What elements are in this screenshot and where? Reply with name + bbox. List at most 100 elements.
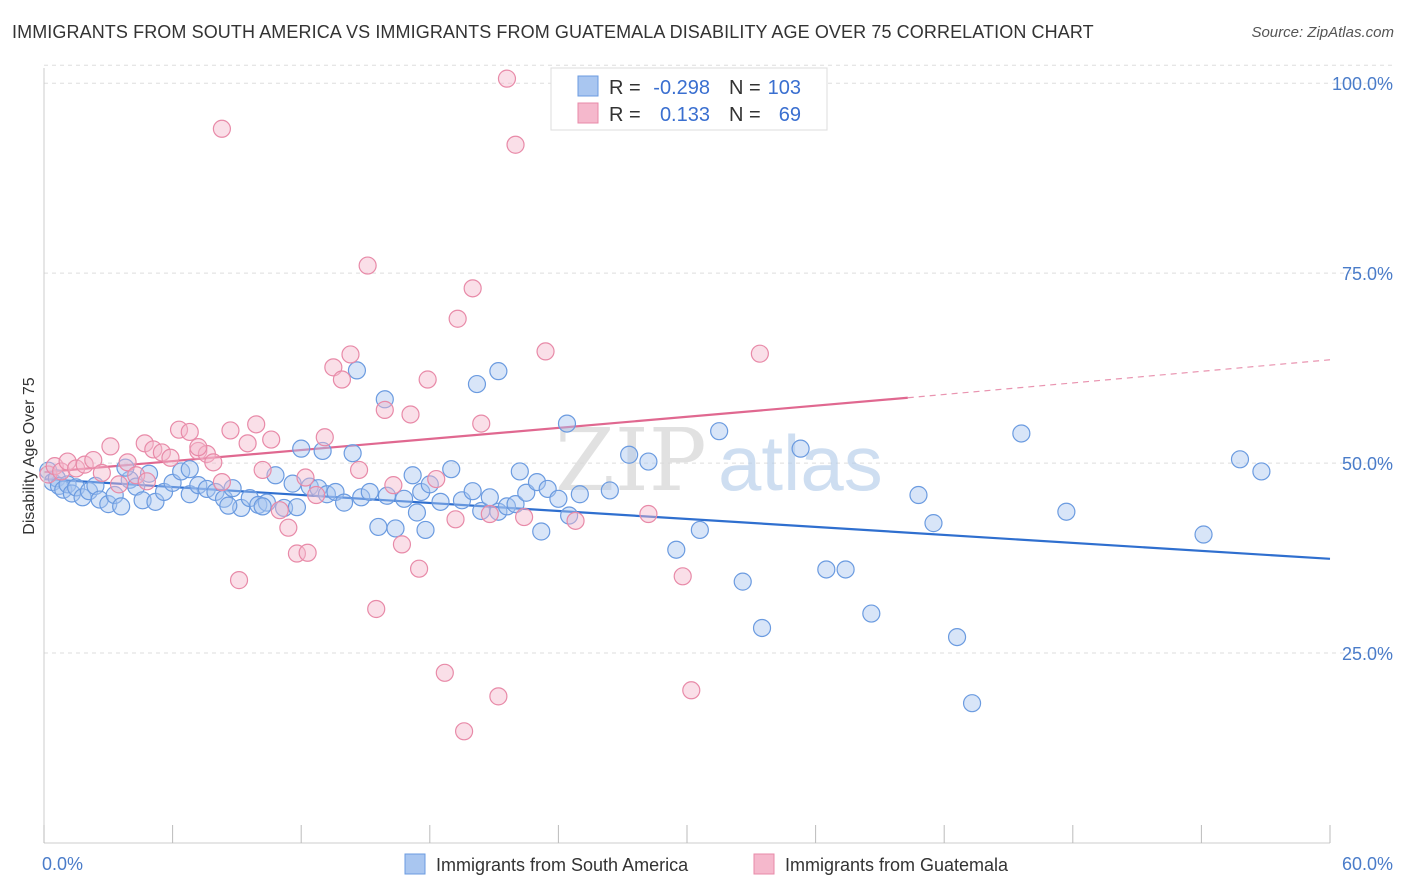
point-guatemala bbox=[238, 434, 257, 453]
legend-n-label-1: N = bbox=[729, 77, 761, 99]
point-guatemala bbox=[127, 466, 146, 485]
point-south-america bbox=[639, 452, 658, 471]
point-south-america bbox=[431, 492, 450, 511]
point-guatemala bbox=[392, 535, 412, 554]
point-guatemala bbox=[279, 518, 298, 537]
point-guatemala bbox=[161, 448, 180, 467]
point-south-america bbox=[334, 493, 354, 512]
point-south-america bbox=[292, 439, 311, 458]
point-south-america bbox=[375, 390, 394, 409]
y-tick-label: 75.0% bbox=[1342, 264, 1393, 284]
point-south-america bbox=[710, 422, 729, 441]
point-south-america bbox=[506, 495, 525, 514]
point-south-america bbox=[223, 479, 242, 498]
legend-swatch-south-america bbox=[577, 75, 599, 97]
point-south-america bbox=[1230, 450, 1250, 469]
point-south-america bbox=[667, 540, 686, 559]
trend-lines bbox=[43, 359, 1331, 560]
point-south-america bbox=[360, 482, 379, 502]
point-south-america bbox=[862, 604, 881, 623]
watermark-atlas: atlas bbox=[718, 419, 883, 507]
point-guatemala bbox=[118, 453, 137, 472]
y-axis-label: Disability Age Over 75 bbox=[21, 377, 38, 535]
point-guatemala bbox=[454, 722, 474, 741]
point-south-america bbox=[791, 439, 810, 458]
point-guatemala bbox=[418, 370, 437, 389]
point-south-america bbox=[489, 362, 508, 381]
point-guatemala bbox=[332, 370, 352, 389]
point-guatemala bbox=[384, 476, 403, 495]
y-tick-label: 25.0% bbox=[1342, 644, 1393, 664]
point-guatemala bbox=[296, 468, 315, 487]
point-south-america bbox=[620, 445, 639, 464]
legend-r-label-2: R = bbox=[609, 104, 641, 126]
point-south-america bbox=[600, 481, 619, 500]
point-south-america bbox=[180, 460, 199, 479]
point-guatemala bbox=[435, 663, 454, 682]
point-south-america bbox=[947, 627, 967, 647]
point-guatemala bbox=[315, 428, 334, 447]
point-south-america bbox=[253, 497, 272, 516]
point-guatemala bbox=[427, 469, 446, 489]
point-guatemala bbox=[75, 455, 94, 474]
point-south-america bbox=[394, 489, 414, 508]
point-guatemala bbox=[180, 422, 199, 442]
point-guatemala bbox=[566, 511, 585, 530]
point-south-america bbox=[733, 572, 752, 591]
point-guatemala bbox=[448, 309, 467, 328]
point-guatemala bbox=[101, 437, 120, 456]
point-guatemala bbox=[446, 510, 465, 529]
point-south-america bbox=[549, 489, 568, 508]
watermark-zip: ZIP bbox=[555, 411, 707, 511]
point-guatemala bbox=[409, 559, 429, 578]
point-guatemala bbox=[480, 504, 499, 524]
point-guatemala bbox=[204, 453, 223, 472]
y-axis-tick-labels: 25.0% 50.0% 75.0% 100.0% bbox=[1332, 74, 1393, 664]
point-south-america bbox=[369, 517, 388, 537]
point-south-america bbox=[407, 503, 427, 522]
point-guatemala bbox=[401, 405, 420, 424]
point-guatemala bbox=[497, 69, 517, 88]
correlation-legend: R = -0.298 N = 103 R = 0.133 N = 69 bbox=[550, 67, 828, 131]
legend-swatch-guatemala bbox=[577, 102, 599, 124]
point-guatemala bbox=[341, 345, 360, 364]
point-guatemala bbox=[247, 415, 266, 434]
point-guatemala bbox=[358, 256, 377, 275]
point-south-america bbox=[287, 498, 307, 517]
point-south-america bbox=[909, 485, 928, 505]
point-south-america bbox=[924, 514, 943, 533]
point-south-america bbox=[403, 466, 422, 485]
point-guatemala bbox=[367, 599, 386, 619]
point-south-america bbox=[442, 460, 461, 479]
point-guatemala bbox=[298, 543, 317, 562]
point-south-america bbox=[1252, 462, 1271, 481]
point-south-america bbox=[219, 496, 238, 515]
point-guatemala bbox=[270, 501, 289, 520]
series-legend-label-south-america: Immigrants from South America bbox=[436, 855, 689, 875]
point-south-america bbox=[347, 361, 367, 380]
x-tick-label-min: 0.0% bbox=[42, 854, 83, 874]
point-guatemala bbox=[472, 414, 491, 433]
point-south-america bbox=[1012, 424, 1031, 443]
gridlines bbox=[44, 64, 1393, 654]
point-guatemala bbox=[262, 430, 281, 449]
trend-line-south-america bbox=[43, 477, 1331, 560]
point-guatemala bbox=[212, 119, 231, 138]
point-guatemala bbox=[375, 400, 394, 420]
point-guatemala bbox=[506, 135, 525, 154]
point-guatemala bbox=[137, 472, 156, 491]
point-guatemala bbox=[152, 443, 171, 462]
legend-r-label-1: R = bbox=[609, 77, 641, 99]
point-guatemala bbox=[682, 681, 701, 700]
point-guatemala bbox=[52, 462, 71, 481]
legend-r-value-1: -0.298 bbox=[653, 77, 710, 99]
point-south-america bbox=[1194, 525, 1213, 544]
point-guatemala bbox=[489, 687, 508, 706]
legend-n-value-1: 103 bbox=[768, 77, 801, 99]
point-south-america bbox=[527, 472, 547, 492]
series-legend: Immigrants from South America Immigrants… bbox=[404, 853, 1009, 875]
legend-r-value-2: 0.133 bbox=[660, 104, 710, 126]
point-guatemala bbox=[253, 460, 272, 480]
trend-line-guatemala-projection bbox=[907, 359, 1331, 399]
